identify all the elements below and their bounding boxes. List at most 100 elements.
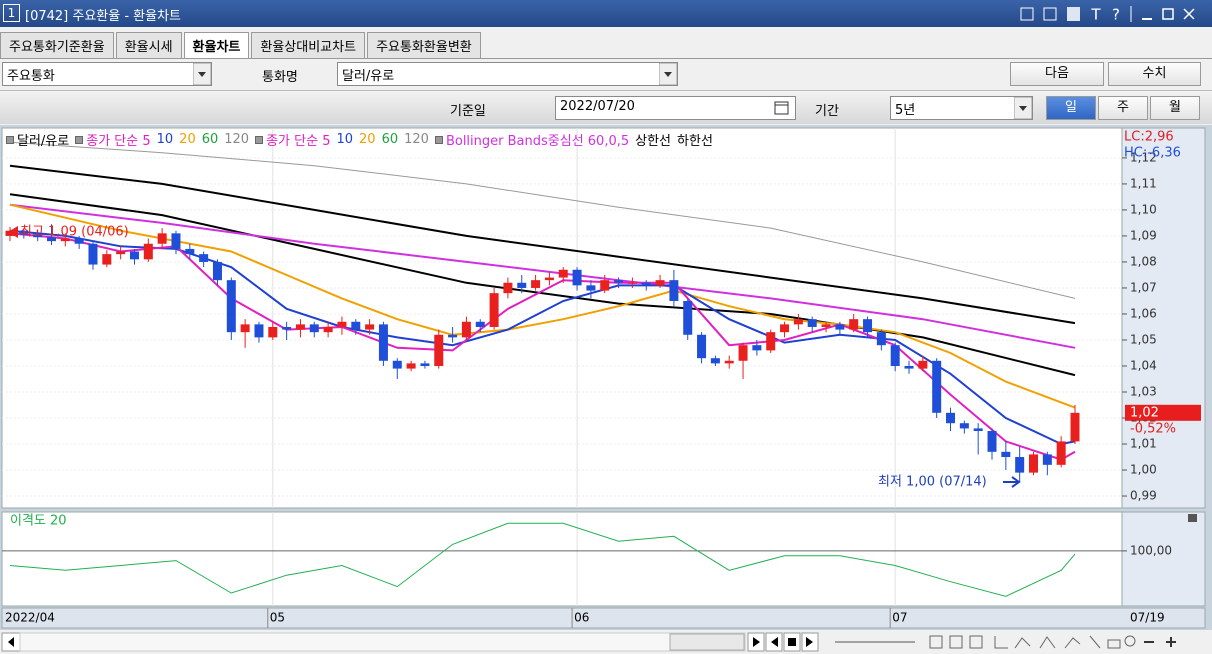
cursor-date: 07/19 — [1130, 611, 1165, 625]
group-select[interactable]: 주요통화 — [2, 62, 212, 86]
legend-item[interactable]: 종가 단순 5 — [255, 130, 330, 149]
legend-text: 120 — [224, 132, 250, 147]
candle-body — [807, 319, 817, 327]
candle-body — [766, 332, 776, 351]
legend-item[interactable]: 하한선 — [677, 130, 713, 149]
candle-body — [793, 319, 803, 325]
control-text[interactable]: T — [1090, 6, 1101, 24]
tab[interactable]: 주요통화환율변환 — [367, 32, 481, 58]
group-value: 주요통화 — [7, 69, 55, 84]
tab[interactable]: 환율차트 — [183, 32, 250, 58]
candle-body — [890, 345, 900, 366]
y-tick-label: 1,11 — [1130, 176, 1157, 190]
legend-item[interactable]: 60 — [202, 130, 219, 149]
candle-body — [655, 280, 665, 286]
y-tick-label: 0,99 — [1130, 489, 1157, 503]
tab[interactable]: 환율상대비교차트 — [251, 32, 366, 58]
tool[interactable] — [929, 635, 943, 649]
legend-text: 60 — [381, 132, 399, 147]
currency-select[interactable]: 달러/유로 — [337, 62, 678, 86]
tab[interactable]: 환율시세 — [115, 32, 182, 58]
candle-body — [959, 423, 969, 429]
candle-body — [627, 282, 637, 284]
icon[interactable] — [1020, 7, 1034, 21]
candle-body — [780, 324, 790, 333]
legend-item[interactable]: 10 — [157, 130, 174, 149]
zoom-icon[interactable] — [1124, 635, 1136, 647]
x-tick-label: 06 — [574, 611, 589, 625]
legend-text: 하한선 — [677, 134, 713, 149]
indicator-line — [9, 203, 1076, 409]
icon — [806, 637, 813, 647]
tool[interactable] — [994, 635, 1121, 649]
price-label: 1,02 — [1130, 405, 1159, 420]
unit-button[interactable]: 주 — [1098, 96, 1148, 120]
candle-body — [212, 261, 222, 281]
candle-body — [475, 321, 485, 327]
legend-item[interactable]: 20 — [359, 130, 376, 149]
legend-item[interactable]: 20 — [179, 130, 196, 149]
icon[interactable] — [1043, 7, 1057, 21]
tool[interactable] — [949, 635, 963, 649]
candle-body — [254, 324, 264, 338]
tab[interactable]: 주요통화기준환율 — [0, 32, 114, 58]
legend-item[interactable]: 상한선 — [635, 130, 671, 149]
legend-text: 20 — [359, 132, 376, 147]
legend-text: 종가 단순 5 — [266, 134, 331, 149]
close[interactable] — [1183, 8, 1195, 20]
legend-item[interactable]: 120 — [224, 130, 249, 149]
legend-text: 상한선 — [635, 134, 672, 149]
candle-body — [282, 326, 292, 330]
scroll-thumb[interactable] — [669, 633, 745, 651]
dropdown-arrow[interactable] — [193, 63, 211, 85]
title-bar: 1 [0742] 주요환율 - 환율차트 T ? — [0, 0, 1212, 27]
candle-body — [572, 269, 582, 286]
base-date-input[interactable]: 2022/07/20 — [555, 96, 796, 120]
y-tick-label: 1,10 — [1130, 202, 1157, 216]
y-tick-label: 1,07 — [1130, 280, 1157, 294]
candle-body — [420, 363, 430, 366]
unit-button[interactable]: 월 — [1150, 96, 1200, 120]
candle-body — [448, 334, 458, 338]
dropdown-arrow[interactable] — [1014, 97, 1032, 119]
divider — [0, 58, 1212, 59]
hc-label: HC:-6,36 — [1124, 146, 1181, 161]
legend-item[interactable]: 60 — [382, 130, 399, 149]
candle-body — [697, 334, 707, 359]
zoom-buttons[interactable] — [1144, 637, 1176, 647]
candle-body — [240, 324, 250, 333]
y-tick-label: 1,04 — [1130, 358, 1157, 372]
legend-marker — [434, 135, 443, 144]
x-axis — [1, 607, 1206, 629]
scroll-track[interactable] — [19, 632, 746, 652]
values-button[interactable]: 수치 — [1108, 62, 1201, 86]
legend-item[interactable]: 120 — [404, 130, 429, 149]
tab-bar: 주요통화기준환율 환율시세 환율차트 환율상대비교차트 주요통화환율변환 — [0, 32, 483, 58]
legend-item[interactable]: 달러/유로 — [6, 130, 69, 149]
x-tick-label: 2022/04 — [5, 611, 55, 625]
legend-item[interactable]: Bollinger Bands중심선 60,0,5 — [434, 130, 629, 149]
candle-body — [918, 360, 928, 369]
legend-item[interactable]: 종가 단순 5 — [75, 130, 151, 149]
dropdown-arrow[interactable] — [659, 63, 677, 85]
candle-body — [116, 251, 126, 255]
calendar-icon[interactable] — [774, 100, 790, 116]
maximize[interactable] — [1162, 8, 1174, 20]
legend-item[interactable]: 10 — [336, 130, 353, 149]
unit-button[interactable]: 일 — [1046, 96, 1096, 120]
candle-body — [1029, 454, 1039, 473]
candle-body — [351, 321, 361, 330]
period-select[interactable]: 5년 — [890, 96, 1033, 120]
candle-body — [558, 269, 568, 278]
icon[interactable] — [1067, 7, 1080, 21]
candle-body — [987, 431, 997, 452]
y-tick-label: 100,00 — [1130, 543, 1172, 557]
next-button[interactable]: 다음 — [1010, 62, 1104, 86]
low-arrow — [1003, 476, 1021, 488]
osc-icon[interactable] — [1188, 514, 1197, 522]
candle-body — [309, 324, 319, 333]
arrow — [198, 72, 206, 77]
calendar-frame — [774, 101, 789, 115]
control-text[interactable]: ? — [1112, 6, 1120, 24]
tool[interactable] — [969, 635, 983, 649]
